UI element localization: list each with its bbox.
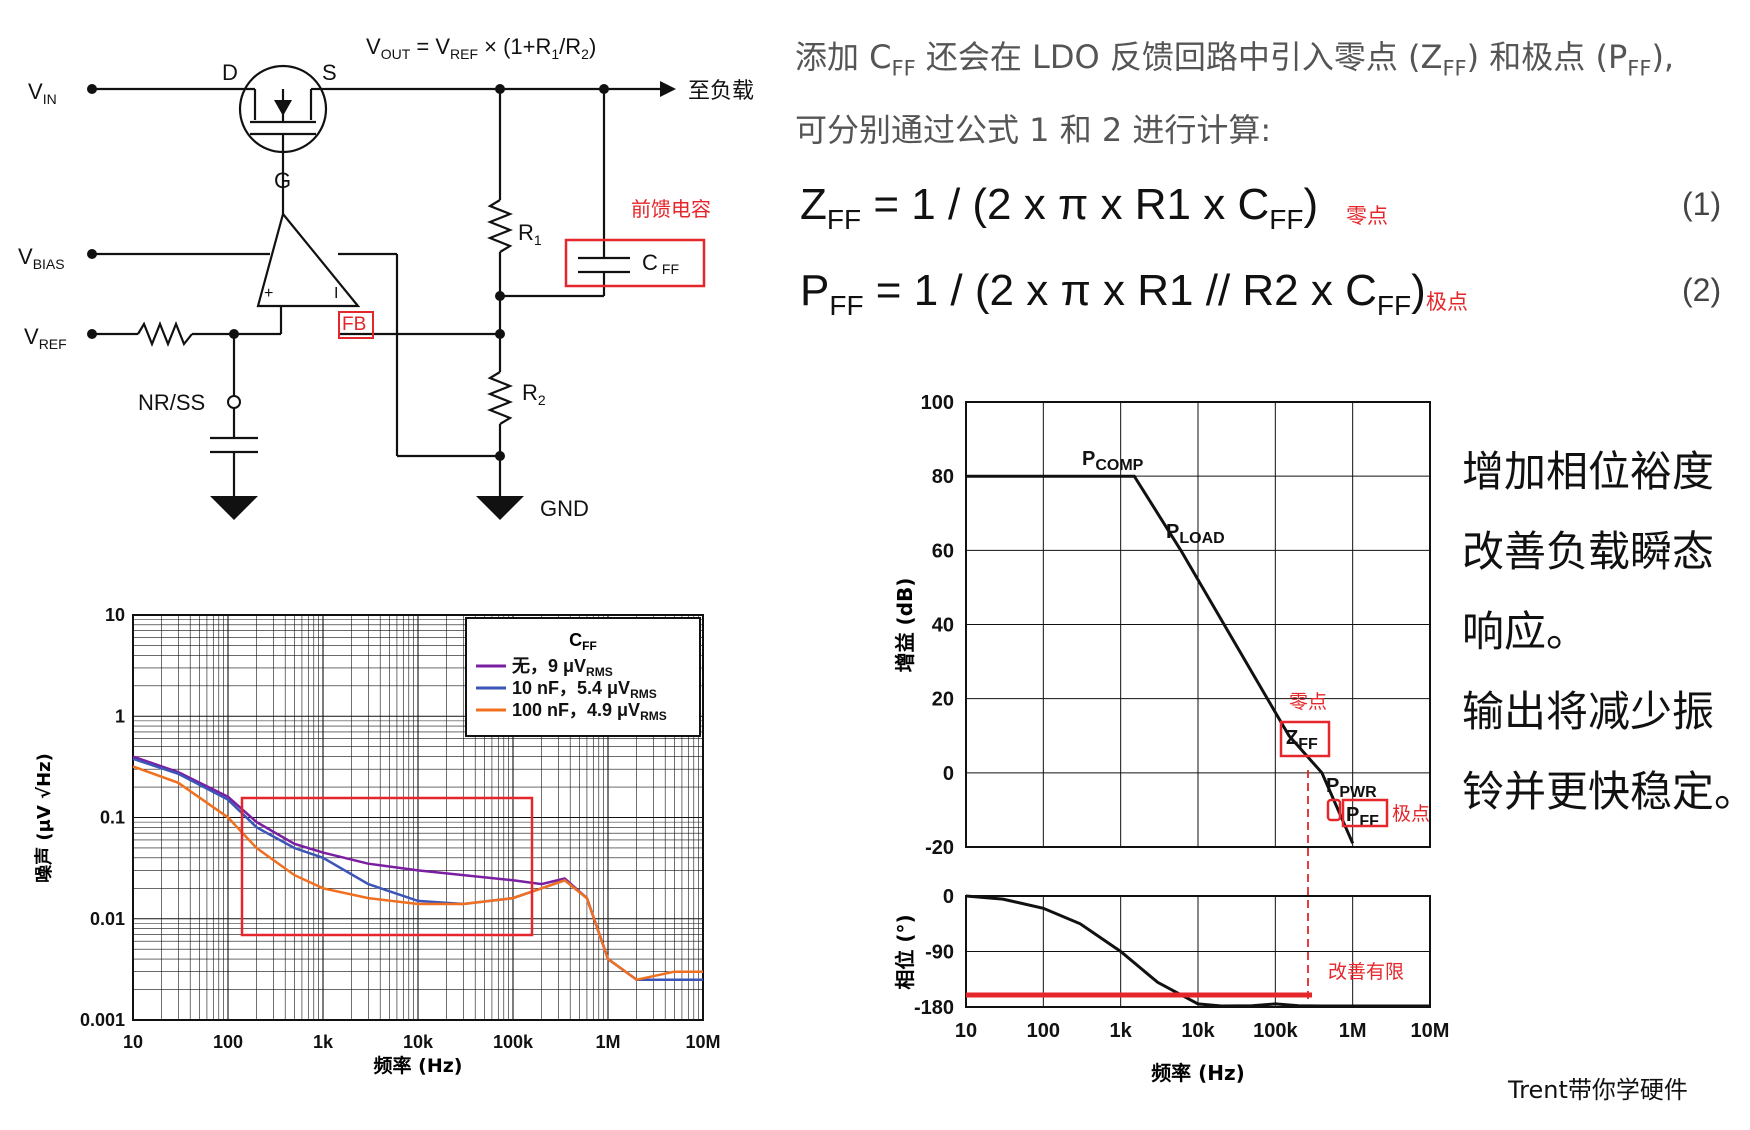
x-tick-label: 10 (123, 1032, 143, 1052)
x-tick-label: 100k (493, 1032, 534, 1052)
x-tick-label: 1M (1339, 1020, 1367, 1042)
pload-label: PLOAD (1166, 521, 1225, 547)
phase-curve (965, 894, 1430, 1008)
y-tick-label: 0.001 (80, 1010, 125, 1030)
fb-label: FB (342, 314, 366, 335)
nrss-label: NR/SS (138, 390, 205, 415)
credit-watermark: Trent带你学硬件 (1508, 1076, 1688, 1104)
y-tick-label: 0 (943, 763, 954, 785)
y-tick-label: 0.1 (100, 808, 125, 828)
x-tick-label: 1k (313, 1032, 334, 1052)
zff-label: ZFF (1286, 727, 1318, 753)
intro-line-1: 添加 CFF 还会在 LDO 反馈回路中引入零点 (ZFF) 和极点 (PFF)… (795, 38, 1675, 81)
x-tick-label: 1k (1110, 1020, 1133, 1042)
gnd-label: GND (540, 496, 589, 521)
legend-title: CFF (569, 630, 597, 653)
vref-label: VREF (24, 324, 67, 352)
bode-x-axis-label: 频率 (Hz) (1151, 1061, 1245, 1085)
legend-item: 无，9 μVRMS (512, 656, 613, 679)
drain-label: D (222, 60, 238, 85)
ldo-schematic: VIN VBIAS VREF VOUT = VREF × (1+R1/R2) D… (18, 34, 754, 521)
phase-axis-label: 相位 (°) (893, 914, 917, 989)
note-line: 输出将减少振 (1462, 687, 1715, 736)
zff-highlight (1279, 720, 1331, 758)
intro-line-2: 可分别通过公式 1 和 2 进行计算: (795, 111, 1272, 150)
source-label: S (322, 60, 337, 85)
y-tick-label: 0 (943, 886, 954, 908)
y-tick-label: 100 (921, 392, 954, 414)
cff-note: 前馈电容 (631, 197, 711, 221)
pff-note: 极点 (1392, 803, 1430, 825)
zff-note: 零点 (1289, 691, 1327, 713)
gain-curve (966, 474, 1355, 844)
gain-axis-label: 增益 (dB) (893, 578, 917, 673)
x-tick-label: 100 (1027, 1020, 1060, 1042)
noise-series-line (132, 765, 703, 982)
side-notes: 增加相位裕度 改善负载瞬态 响应。 输出将减少振 铃并更快稳定。 (1462, 432, 1750, 832)
pff-pole-marker (1326, 798, 1342, 822)
y-tick-label: 60 (932, 540, 954, 562)
legend-item: 100 nF，4.9 μVRMS (512, 700, 667, 723)
zero-note: 零点 (1346, 204, 1388, 228)
equation-zff: ZFF = 1 / (2 x π x R1 x CFF) (800, 180, 1319, 235)
y-tick-label: 80 (932, 466, 954, 488)
limited-improvement-note: 改善有限 (1328, 961, 1404, 983)
r1-label: R1 (518, 220, 542, 248)
ground-icon (210, 496, 258, 520)
cff-label: C FF (642, 250, 679, 277)
ground-icon (476, 496, 524, 520)
equation-number-2: (2) (1682, 272, 1722, 308)
y-tick-label: 10 (105, 605, 125, 625)
x-tick-label: 10M (1411, 1020, 1450, 1042)
opamp-plus-label: + (264, 285, 273, 302)
note-line: 改善负载瞬态 (1462, 527, 1715, 576)
bode-chart: 100 80 60 40 20 0 -20 0 -90 -180 10 100 1k 10k 100k 1… (893, 392, 1450, 1085)
noise-x-axis-label: 频率 (Hz) (374, 1054, 463, 1077)
note-line: 铃并更快稳定。 (1462, 767, 1750, 816)
note-line: 响应。 (1462, 607, 1589, 656)
noise-y-axis-label: 噪声 (μV √Hz) (33, 753, 55, 883)
x-tick-label: 100 (213, 1032, 243, 1052)
fb-highlight (338, 311, 374, 339)
x-tick-label: 1M (595, 1032, 620, 1052)
y-tick-label: 1 (115, 706, 125, 726)
y-tick-label: 40 (932, 615, 954, 637)
vbias-label: VBIAS (18, 244, 65, 272)
x-tick-label: 10k (1181, 1020, 1215, 1042)
opamp-minus-label: I (334, 285, 338, 302)
intro-text: 添加 CFF 还会在 LDO 反馈回路中引入零点 (ZFF) 和极点 (PFF)… (795, 26, 1735, 161)
equation-number-1: (1) (1682, 186, 1722, 222)
y-tick-label: -180 (914, 997, 954, 1019)
pcomp-label: PCOMP (1082, 448, 1144, 474)
y-tick-label: -90 (925, 942, 954, 964)
cff-highlight (564, 238, 706, 288)
r2-label: R2 (522, 380, 546, 408)
equation-pff: PFF = 1 / (2 x π x R1 // R2 x CFF) (800, 266, 1426, 321)
vout-equation: VOUT = VREF × (1+R1/R2) (366, 34, 596, 62)
x-tick-label: 100k (1253, 1020, 1298, 1042)
ppwr-label: PPWR (1326, 775, 1377, 801)
x-tick-label: 10 (955, 1020, 977, 1042)
vin-label: VIN (28, 79, 57, 107)
y-tick-label: 0.01 (90, 909, 125, 929)
pole-note: 极点 (1426, 290, 1468, 314)
noise-chart: 10 1 0.1 0.01 0.001 10 100 1k 10k 100k 1M 10M 频率 (… (33, 605, 721, 1077)
to-load-label: 至负载 (688, 79, 754, 104)
pff-highlight (1341, 798, 1389, 828)
noise-highlight (240, 796, 534, 937)
y-tick-label: 20 (932, 689, 954, 711)
gate-label: G (274, 168, 291, 193)
x-tick-label: 10k (403, 1032, 434, 1052)
note-line: 增加相位裕度 (1462, 447, 1715, 496)
y-tick-label: -20 (925, 837, 954, 859)
legend-item: 10 nF，5.4 μVRMS (512, 678, 657, 701)
x-tick-label: 10M (685, 1032, 720, 1052)
